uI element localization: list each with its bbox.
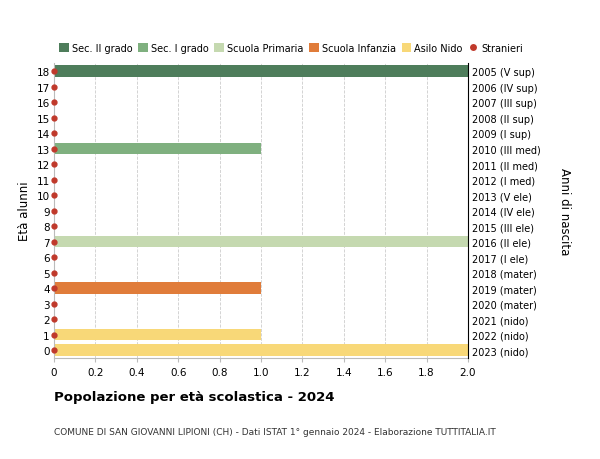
- Text: COMUNE DI SAN GIOVANNI LIPIONI (CH) - Dati ISTAT 1° gennaio 2024 - Elaborazione : COMUNE DI SAN GIOVANNI LIPIONI (CH) - Da…: [54, 427, 496, 436]
- Bar: [54, 283, 261, 294]
- Bar: [54, 144, 261, 155]
- Y-axis label: Età alunni: Età alunni: [18, 181, 31, 241]
- Bar: [54, 236, 468, 248]
- Legend: Sec. II grado, Sec. I grado, Scuola Primaria, Scuola Infanzia, Asilo Nido, Stran: Sec. II grado, Sec. I grado, Scuola Prim…: [59, 44, 523, 54]
- Bar: [54, 329, 261, 341]
- Bar: [54, 66, 468, 78]
- Y-axis label: Anni di nascita: Anni di nascita: [557, 168, 571, 255]
- Bar: [54, 345, 468, 356]
- Text: Popolazione per età scolastica - 2024: Popolazione per età scolastica - 2024: [54, 390, 335, 403]
